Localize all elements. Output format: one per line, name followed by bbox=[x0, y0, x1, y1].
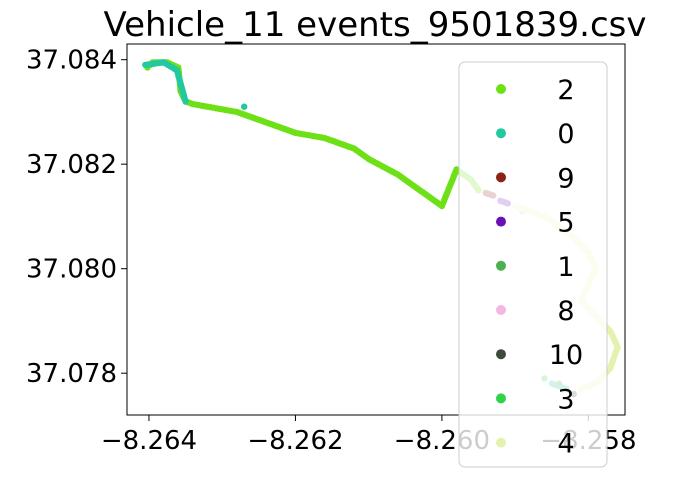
chart-title: Vehicle_11 events_9501839.csv bbox=[104, 5, 647, 45]
legend-marker-4 bbox=[496, 437, 506, 448]
legend-marker-3 bbox=[496, 393, 506, 404]
y-tick-label: 37.084 bbox=[26, 46, 117, 76]
legend-marker-8 bbox=[496, 305, 506, 315]
y-axis: 37.078 37.080 37.082 37.084 bbox=[26, 46, 127, 389]
legend-marker-10 bbox=[496, 349, 506, 360]
legend-label-4: 4 bbox=[557, 429, 574, 460]
legend-label-9: 9 bbox=[557, 163, 574, 194]
y-tick-label: 37.080 bbox=[26, 255, 117, 285]
legend: 2 0 9 5 1 8 10 3 4 bbox=[458, 61, 608, 468]
legend-label-1: 1 bbox=[557, 252, 574, 283]
point-series-0 bbox=[182, 98, 189, 105]
legend-label-10: 10 bbox=[549, 340, 583, 371]
y-tick-label: 37.078 bbox=[26, 359, 117, 389]
y-tick-label: 37.082 bbox=[26, 150, 117, 180]
x-tick-label: −8.264 bbox=[101, 426, 197, 456]
legend-marker-5 bbox=[496, 216, 506, 227]
legend-frame bbox=[458, 61, 608, 468]
legend-items: 2 0 9 5 1 8 10 3 4 bbox=[496, 75, 583, 460]
legend-label-5: 5 bbox=[557, 208, 574, 239]
legend-label-0: 0 bbox=[557, 119, 574, 150]
legend-marker-0 bbox=[496, 128, 506, 139]
legend-marker-2 bbox=[496, 84, 506, 94]
legend-label-2: 2 bbox=[557, 75, 574, 106]
legend-marker-1 bbox=[496, 260, 506, 271]
legend-label-3: 3 bbox=[557, 384, 574, 415]
x-tick-label: −8.262 bbox=[247, 426, 343, 456]
plot-area-frame bbox=[126, 43, 626, 416]
legend-marker-9 bbox=[496, 172, 506, 183]
point-series-0 bbox=[241, 103, 248, 110]
legend-label-8: 8 bbox=[557, 296, 574, 327]
